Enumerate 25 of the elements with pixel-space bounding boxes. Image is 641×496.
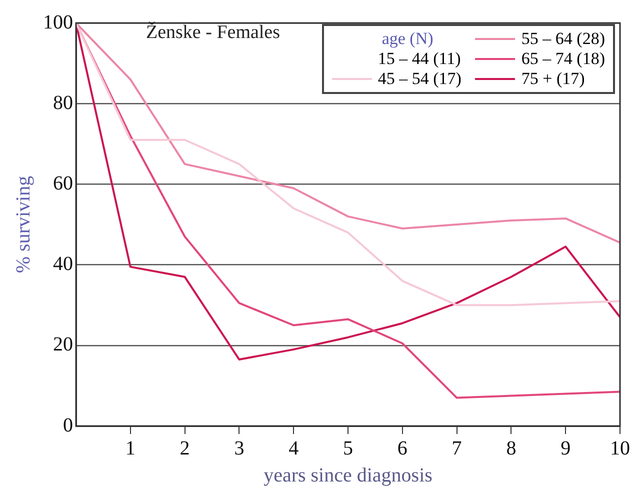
y-tick-label: 0 [63,414,73,436]
x-tick-label: 4 [288,437,299,460]
y-tick-label: 20 [53,334,73,356]
x-tick-label: 8 [506,437,516,460]
x-axis-title: years since diagnosis [264,464,433,486]
x-tick-label: 3 [234,437,244,460]
legend-label: 45 – 54 (17) [378,69,462,89]
x-tick-label: 10 [610,437,630,460]
x-tick-label: 5 [343,437,353,460]
legend-label: 65 – 74 (18) [521,49,605,69]
x-tick-label: 6 [397,437,408,460]
x-tick-label: 1 [125,437,136,460]
legend-label: 55 – 64 (28) [521,29,605,49]
x-tick-label: 2 [180,437,190,460]
y-axis-title: % surviving [12,176,34,274]
text: 15 – 44 (11) [378,49,461,69]
legend-label: 75 + (17) [521,69,585,89]
y-tick-label: 100 [43,11,73,34]
x-tick-label: 7 [452,437,462,460]
legend-title: age (N) [380,29,434,49]
y-tick-label: 60 [53,172,73,194]
y-tick-label: 40 [53,253,73,276]
y-tick-label: 80 [53,92,73,114]
x-tick-label: 9 [560,437,571,460]
chart-title: Ženske - Females [146,22,280,44]
